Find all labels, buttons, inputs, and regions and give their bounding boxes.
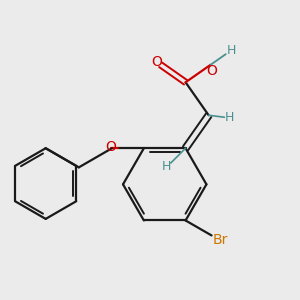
Text: H: H xyxy=(225,111,234,124)
Text: Br: Br xyxy=(212,233,228,247)
Text: O: O xyxy=(206,64,217,78)
Text: H: H xyxy=(162,160,172,173)
Text: O: O xyxy=(151,56,162,69)
Text: O: O xyxy=(106,140,116,154)
Text: H: H xyxy=(227,44,236,57)
